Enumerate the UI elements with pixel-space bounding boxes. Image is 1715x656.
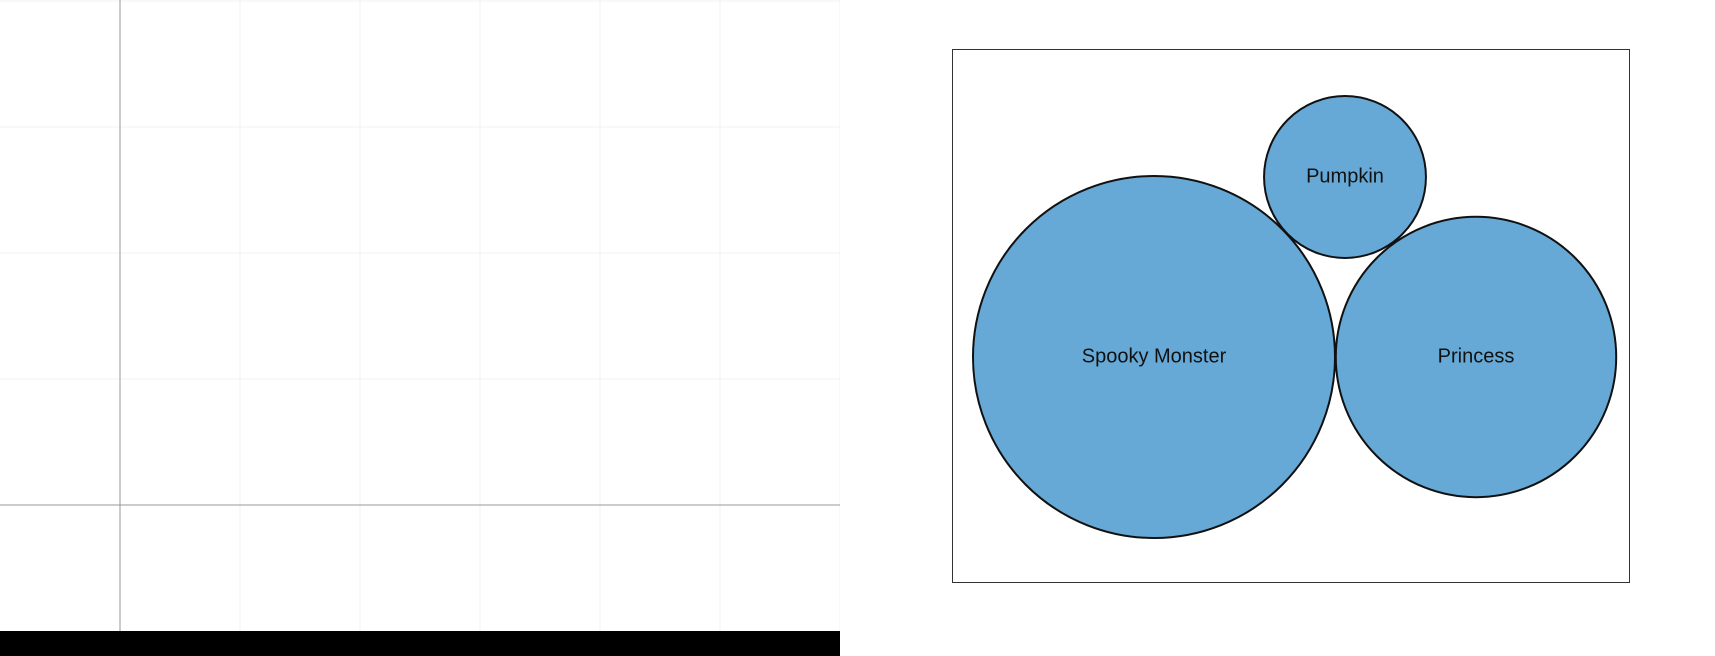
bottom-black-bar [0, 631, 840, 656]
grid-canvas [0, 0, 841, 656]
bubble-princess[interactable]: Princess [1334, 215, 1618, 499]
bubble-label: Spooky Monster [1082, 345, 1227, 367]
bubble-pumpkin[interactable]: Pumpkin [1263, 95, 1427, 259]
bubble-spooky-monster[interactable]: Spooky Monster [972, 175, 1336, 539]
bubble-circle[interactable] [1263, 95, 1427, 259]
empty-grid-panel [0, 0, 841, 656]
bubble-chart: Spooky Monster Princess Pumpkin [972, 95, 1618, 539]
bubble-chart-panel: Spooky Monster Princess Pumpkin [952, 49, 1630, 583]
bubble-label: Pumpkin [1306, 165, 1384, 187]
bubble-circle[interactable] [1334, 215, 1618, 499]
grid-lines-horizontal [0, 0, 840, 506]
grid-lines-vertical [119, 0, 841, 631]
bubble-label: Princess [1438, 345, 1515, 367]
